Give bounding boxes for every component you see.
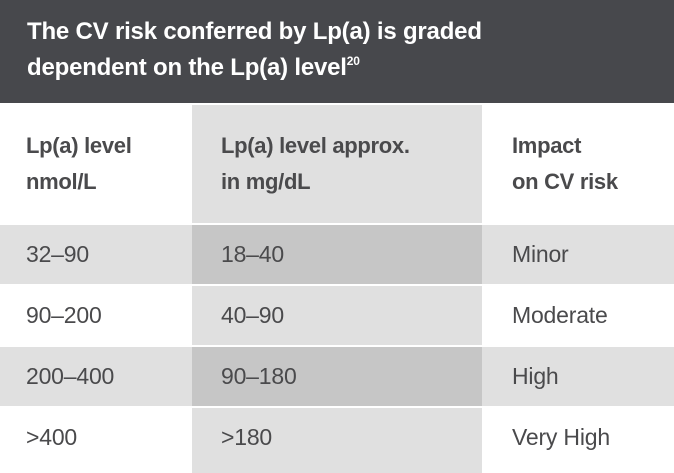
table-row: 200–400 90–180 High <box>0 347 674 406</box>
cell-mgdl: >180 <box>192 408 482 473</box>
header-impact: Impact on CV risk <box>512 133 618 194</box>
header-mgdl: Lp(a) level approx. in mg/dL <box>192 105 482 223</box>
cell-mgdl: 18–40 <box>192 225 482 284</box>
cell-impact: Moderate <box>512 302 608 328</box>
cell-impact: High <box>482 347 674 406</box>
table-row: 90–200 40–90 Moderate <box>0 286 674 345</box>
cell-nmol: >400 <box>26 424 78 450</box>
header-nmol: Lp(a) level nmol/L <box>26 133 132 194</box>
title-line-2-text: dependent on the Lp(a) level <box>27 54 347 81</box>
title-line-1: The CV risk conferred by Lp(a) is graded <box>27 18 482 45</box>
cell-mgdl: 90–180 <box>192 347 482 406</box>
table-header-row: Lp(a) level nmol/L Lp(a) level approx. in … <box>0 105 674 223</box>
table-row: >400 >180 Very High <box>0 408 674 473</box>
cell-impact: Minor <box>482 225 674 284</box>
cell-nmol: 32–90 <box>0 225 192 284</box>
cell-impact: Very High <box>512 424 610 450</box>
cell-mgdl: 40–90 <box>192 286 482 345</box>
reference-superscript: 20 <box>346 54 360 68</box>
title-line-2: dependent on the Lp(a) level20 <box>27 50 674 86</box>
cell-nmol: 200–400 <box>0 347 192 406</box>
cell-nmol: 90–200 <box>26 302 102 328</box>
table-row: 32–90 18–40 Minor <box>0 225 674 284</box>
title-band: The CV risk conferred by Lp(a) is graded… <box>0 0 674 103</box>
